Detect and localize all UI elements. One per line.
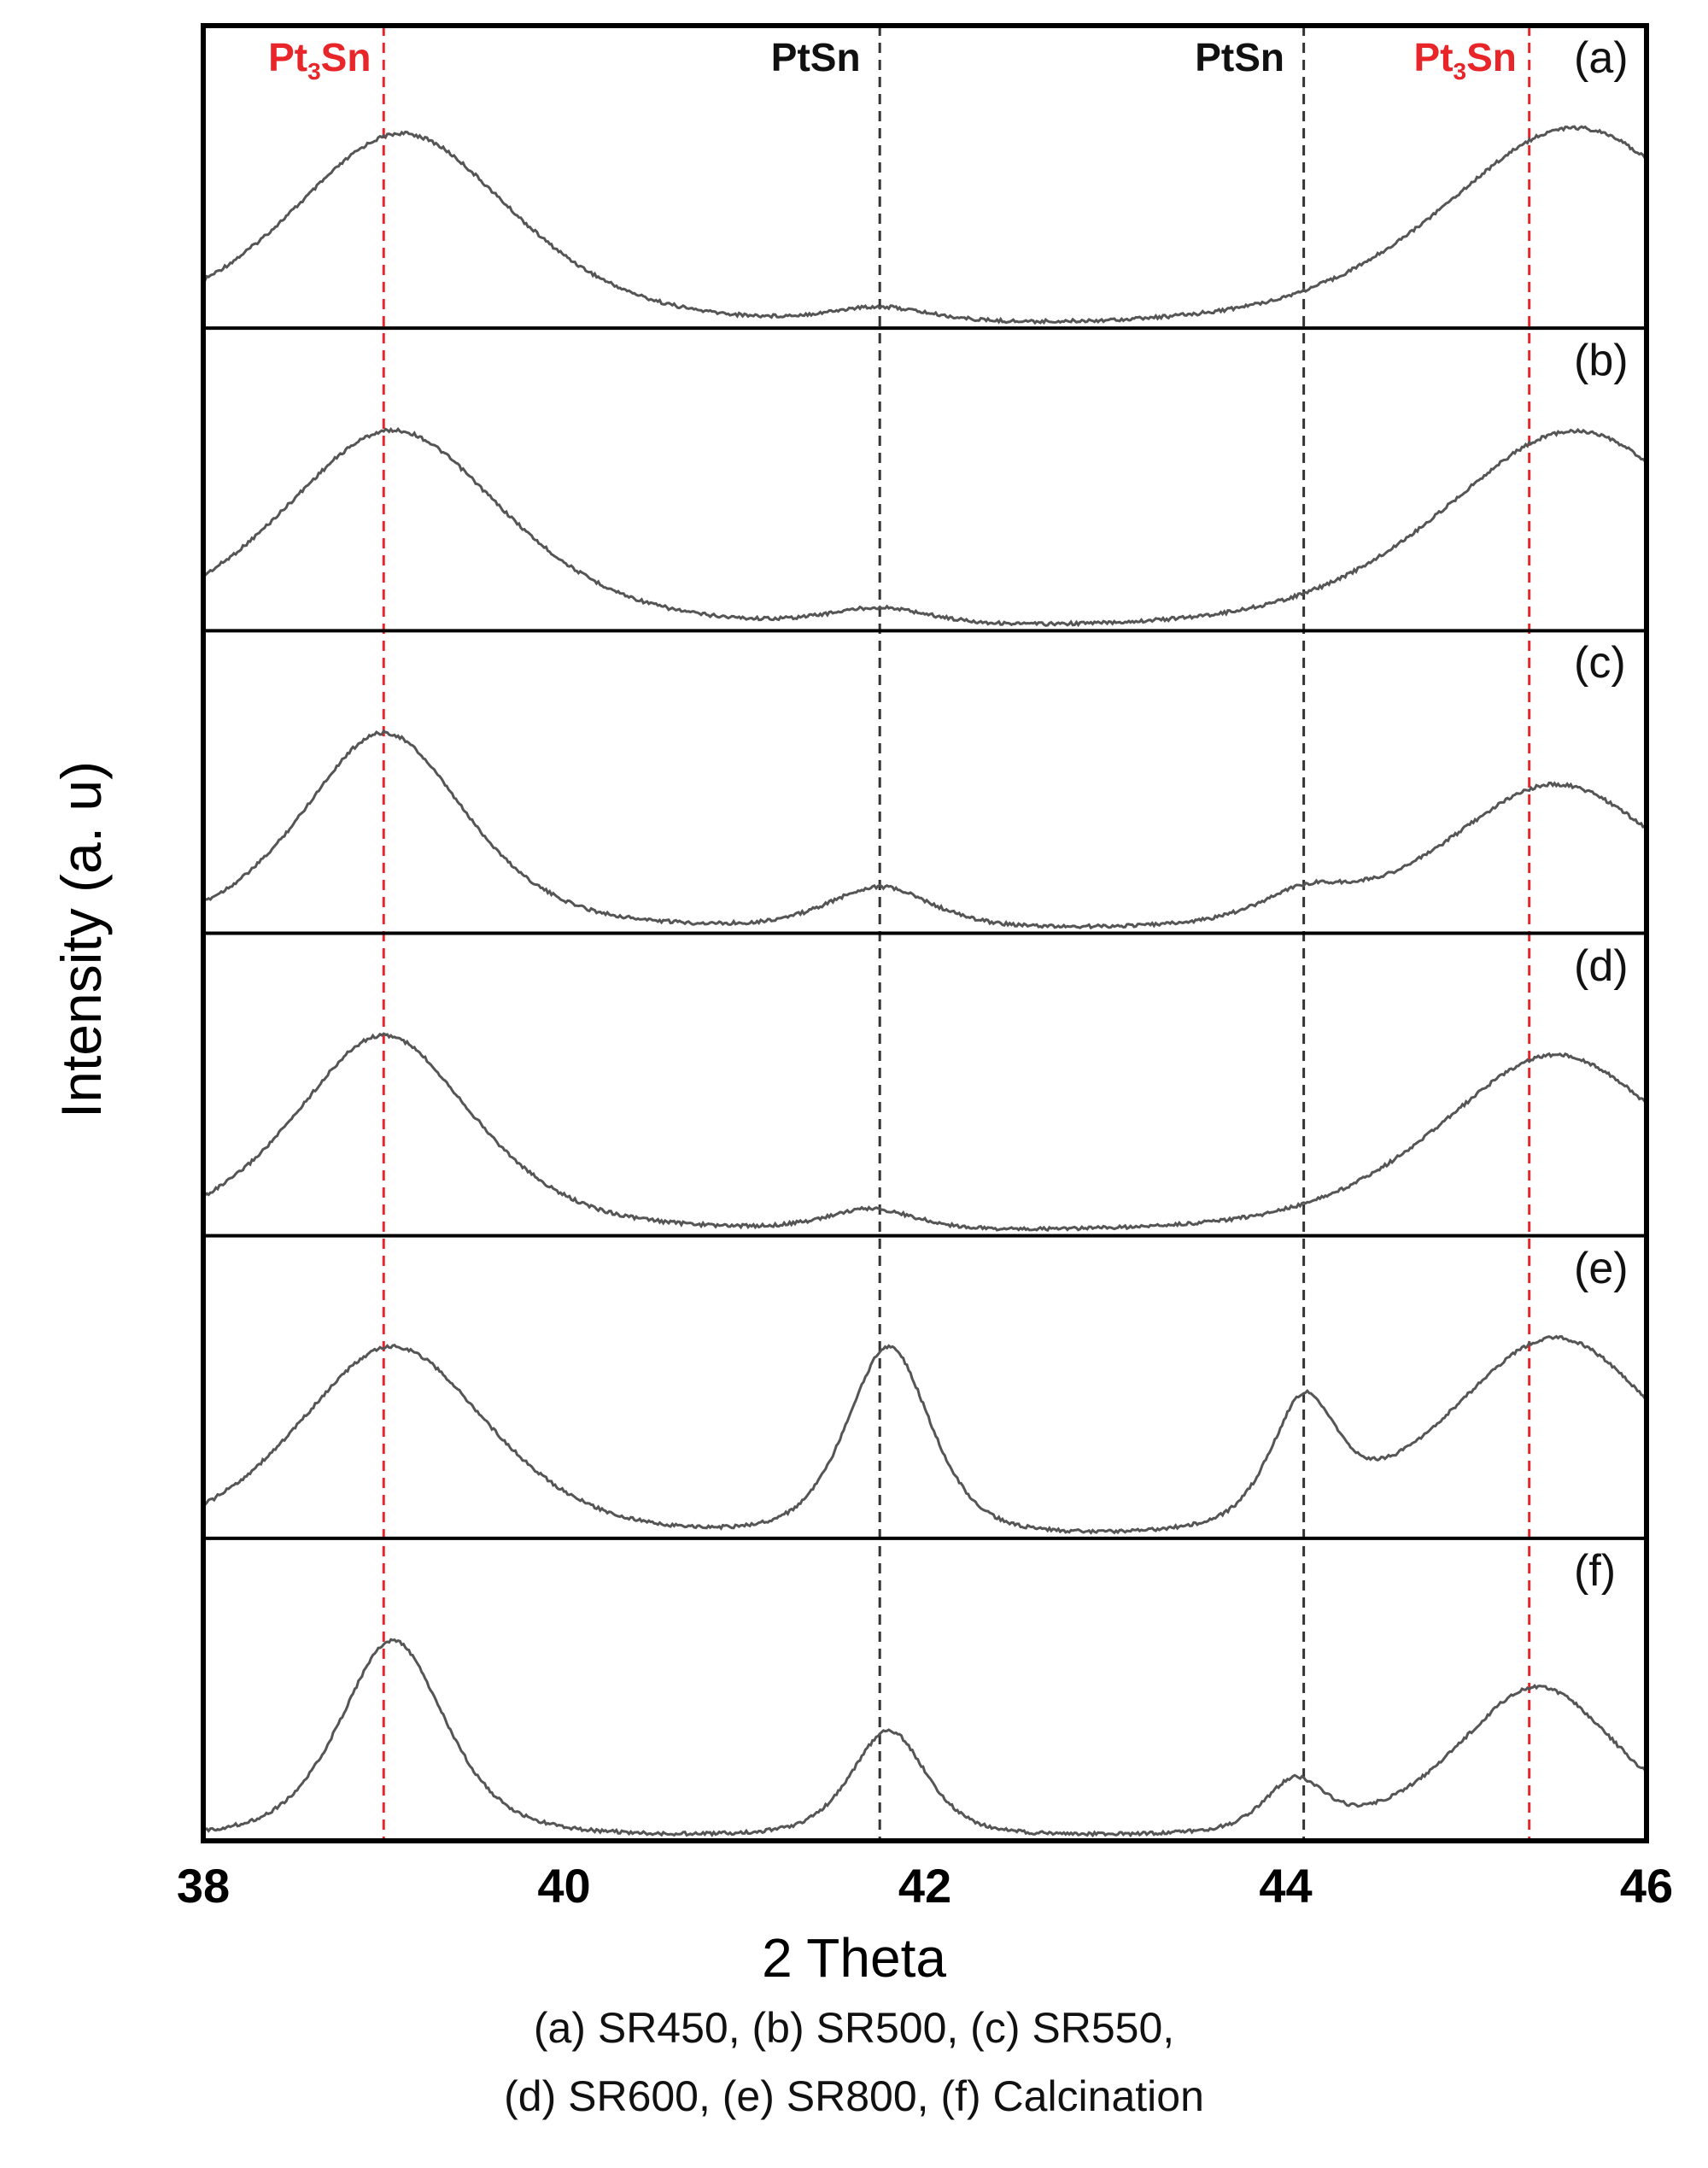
- panel-label-a: (a): [1574, 33, 1629, 83]
- x-tick-label: 40: [537, 1859, 591, 1913]
- phase-label-text: PtSn: [1195, 35, 1285, 79]
- panel-label-b: (b): [1574, 336, 1629, 386]
- xrd-curve-a: [202, 125, 1647, 325]
- phase-label-text: Sn: [320, 35, 371, 79]
- xrd-curve-b: [202, 426, 1648, 628]
- xrd-curve-c: [202, 729, 1648, 930]
- x-tick-label: 38: [176, 1859, 231, 1913]
- caption-line-1: (a) SR450, (b) SR500, (c) SR550,: [533, 2004, 1175, 2052]
- x-tick-label: 46: [1619, 1859, 1674, 1913]
- phase-label-subscript: 3: [307, 58, 321, 85]
- x-axis-title: 2 Theta: [762, 1927, 946, 1989]
- x-tick-label: 42: [898, 1859, 952, 1913]
- xrd-curve-d: [202, 1032, 1648, 1233]
- panel-label-f: (f): [1574, 1545, 1617, 1596]
- xrd-curve-e: [202, 1334, 1647, 1535]
- phase-label-subscript: 3: [1453, 58, 1467, 85]
- panel-label-c: (c): [1574, 638, 1626, 688]
- xrd-curve-f: [202, 1638, 1648, 1838]
- panel-label-d: (d): [1574, 940, 1629, 991]
- phase-label-ptsn-left: PtSn: [771, 34, 861, 80]
- y-axis-title: Intensity (a. u): [50, 760, 113, 1119]
- phase-label-text: Sn: [1466, 35, 1517, 79]
- phase-label-text: Pt: [1413, 35, 1454, 79]
- phase-label-text: Pt: [268, 35, 308, 79]
- plot-frame: [201, 23, 1649, 1843]
- phase-label-text: PtSn: [770, 35, 861, 79]
- phase-label-ptsn-right: PtSn: [1195, 34, 1284, 80]
- panel-label-e: (e): [1574, 1243, 1629, 1293]
- diffraction-curves: [202, 125, 1648, 1838]
- x-tick-label: 44: [1259, 1859, 1313, 1913]
- panel-frames: [201, 23, 1649, 1843]
- phase-label-pt3sn-left: Pt3Sn: [268, 34, 371, 85]
- caption-line-2: (d) SR600, (e) SR800, (f) Calcination: [504, 2072, 1204, 2120]
- phase-label-pt3sn-right: Pt3Sn: [1414, 34, 1517, 85]
